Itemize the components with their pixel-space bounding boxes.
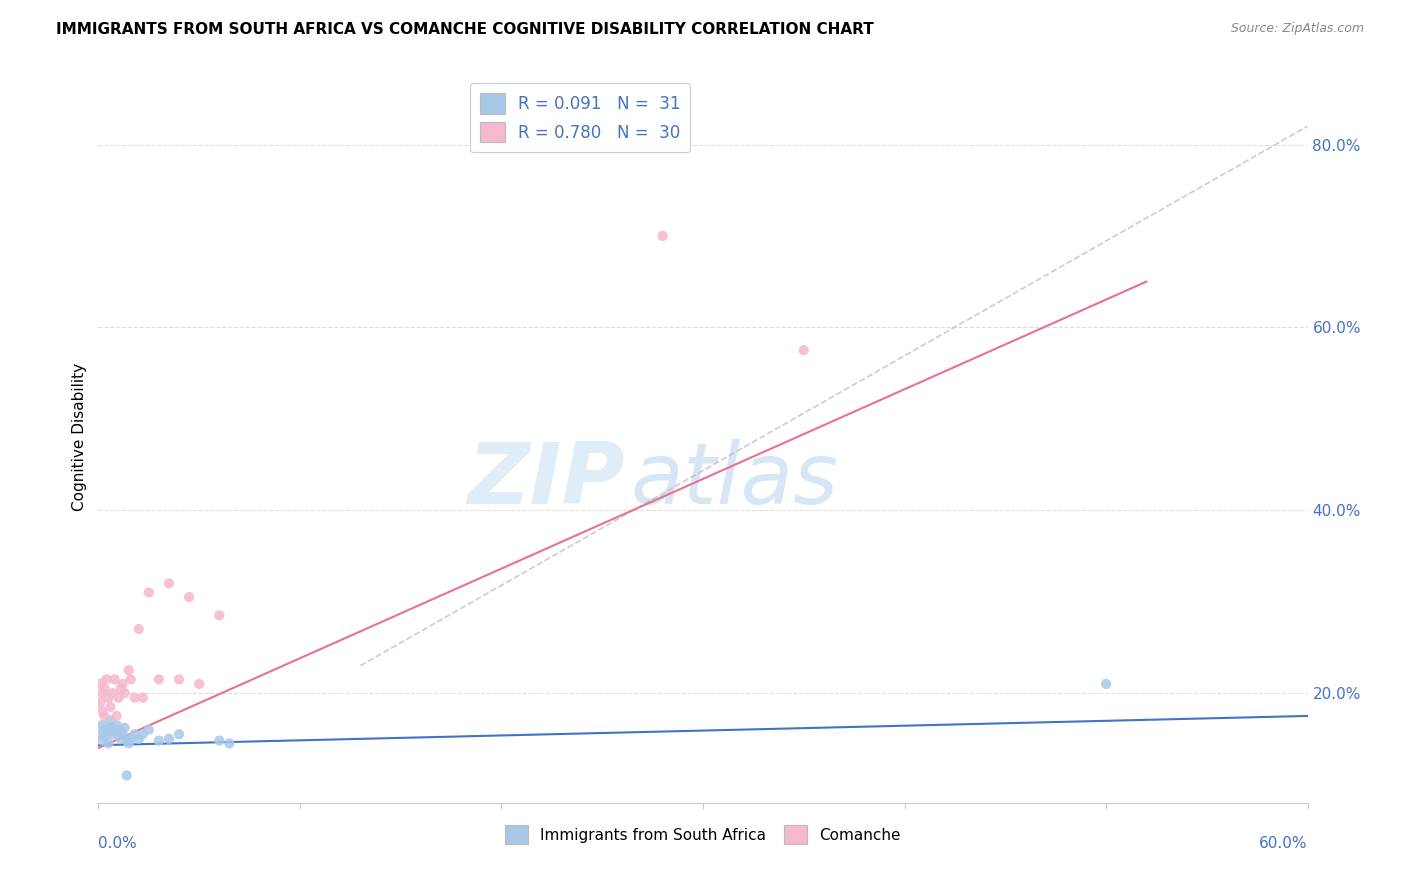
Point	[100, 721, 122, 735]
Text: Source: ZipAtlas.com: Source: ZipAtlas.com	[1230, 22, 1364, 36]
Text: atlas: atlas	[630, 440, 838, 523]
Point	[97, 736, 120, 750]
Point	[157, 731, 180, 746]
Point	[93, 723, 115, 737]
Text: 0.0%: 0.0%	[98, 836, 138, 851]
Point	[118, 736, 141, 750]
Point	[103, 673, 125, 687]
Point	[115, 768, 138, 782]
Point	[188, 677, 211, 691]
Point	[96, 724, 118, 739]
Point	[120, 731, 142, 746]
Point	[91, 705, 114, 719]
Text: IMMIGRANTS FROM SOUTH AFRICA VS COMANCHE COGNITIVE DISABILITY CORRELATION CHART: IMMIGRANTS FROM SOUTH AFRICA VS COMANCHE…	[56, 22, 875, 37]
Legend: Immigrants from South Africa, Comanche: Immigrants from South Africa, Comanche	[499, 819, 907, 850]
Point	[138, 585, 160, 599]
Point	[132, 727, 155, 741]
Point	[114, 686, 136, 700]
Point	[167, 673, 190, 687]
Point	[114, 721, 136, 735]
Point	[89, 727, 111, 741]
Point	[89, 695, 111, 709]
Point	[138, 723, 160, 737]
Point	[107, 723, 129, 737]
Point	[148, 673, 170, 687]
Point	[101, 686, 124, 700]
Point	[118, 663, 141, 677]
Point	[111, 677, 134, 691]
Point	[100, 714, 122, 728]
Point	[179, 590, 201, 604]
Point	[167, 727, 190, 741]
Point	[101, 723, 124, 737]
Text: 60.0%: 60.0%	[1260, 836, 1308, 851]
Point	[124, 727, 146, 741]
Point	[218, 736, 240, 750]
Point	[91, 733, 114, 747]
Point	[208, 733, 231, 747]
Point	[103, 724, 125, 739]
Y-axis label: Cognitive Disability: Cognitive Disability	[72, 363, 87, 511]
Point	[93, 730, 115, 744]
Point	[105, 718, 128, 732]
Point	[91, 686, 114, 700]
Point	[110, 731, 132, 746]
Text: ZIP: ZIP	[467, 440, 624, 523]
Point	[111, 727, 134, 741]
Point	[97, 690, 120, 705]
Point	[1095, 677, 1118, 691]
Point	[157, 576, 180, 591]
Point	[107, 690, 129, 705]
Point	[93, 709, 115, 723]
Point	[124, 690, 146, 705]
Point	[96, 673, 118, 687]
Point	[89, 677, 111, 691]
Point	[110, 681, 132, 696]
Point	[793, 343, 815, 358]
Point	[91, 718, 114, 732]
Point	[105, 709, 128, 723]
Point	[100, 699, 122, 714]
Point	[101, 727, 124, 741]
Point	[128, 731, 150, 746]
Point	[651, 229, 673, 244]
Point	[132, 690, 155, 705]
Point	[208, 608, 231, 623]
Point	[148, 733, 170, 747]
Point	[128, 622, 150, 636]
Point	[120, 673, 142, 687]
Point	[115, 733, 138, 747]
Point	[93, 681, 115, 696]
